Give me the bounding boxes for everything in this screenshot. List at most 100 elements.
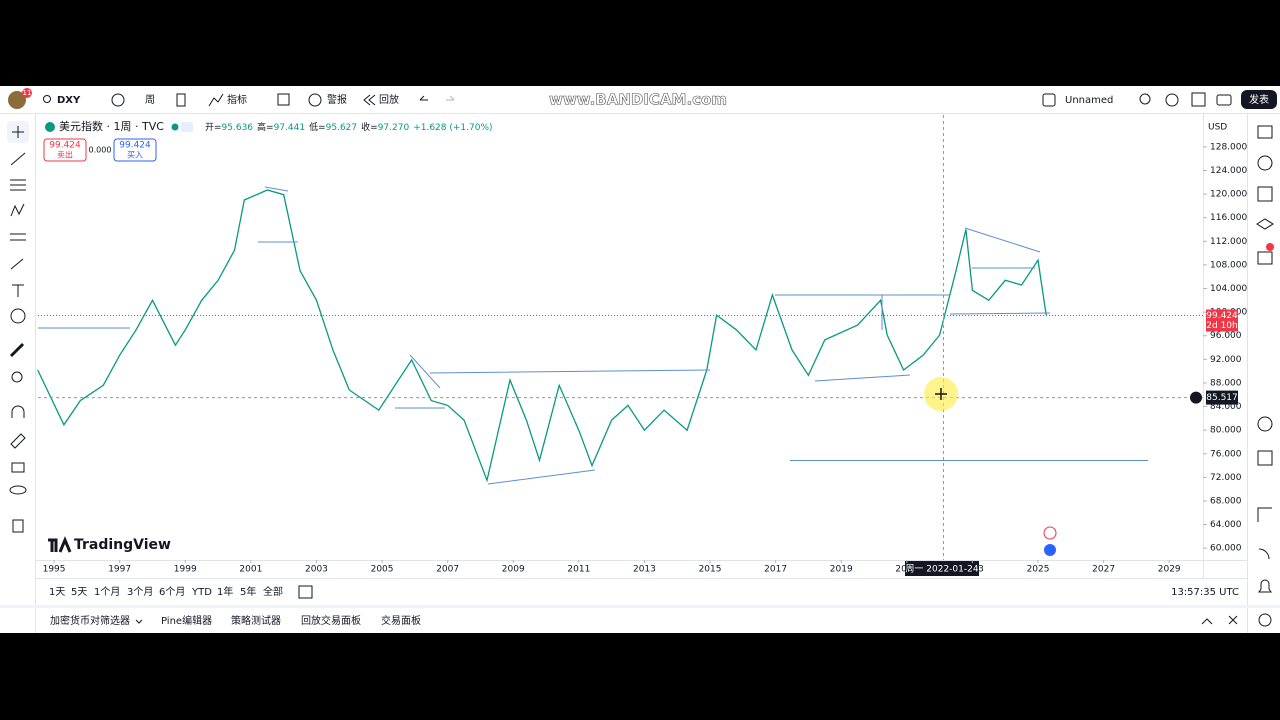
layout-name[interactable]: Unnamed [1065, 95, 1113, 106]
panel-controls[interactable] [1201, 615, 1238, 625]
snapshot-icon[interactable] [1216, 94, 1232, 106]
buy-label[interactable]: 买入 [127, 151, 143, 160]
range-button[interactable]: 5天 [71, 587, 87, 598]
news-badge [1266, 243, 1274, 251]
panel-tabs: 加密货币对筛选器 Pine编辑器 策略测试器 回放交易面板 交易面板 [50, 614, 421, 627]
news[interactable] [1257, 251, 1273, 265]
visibility-tool[interactable] [9, 485, 27, 495]
fib-tool[interactable] [10, 179, 26, 191]
search-icon[interactable] [1139, 93, 1151, 105]
help[interactable] [1258, 613, 1272, 627]
data-window[interactable] [1257, 186, 1273, 202]
panel-tab[interactable]: 加密货币对筛选器 [50, 614, 130, 627]
sell-button[interactable] [43, 138, 87, 162]
range-button[interactable]: 1个月 [94, 586, 120, 598]
redo[interactable] [446, 95, 455, 101]
symbol[interactable]: DXY [57, 95, 81, 106]
drawing-line [395, 354, 445, 409]
range-button[interactable]: 1年 [217, 585, 233, 598]
y-tick-label: 124.000 [1210, 166, 1247, 176]
ohlc-value: 97.441 [274, 123, 306, 133]
fullscreen-icon[interactable] [1191, 92, 1206, 107]
settings-icon[interactable] [1165, 93, 1179, 107]
checkbox[interactable] [1042, 93, 1056, 107]
x-tick-label: 1995 [43, 565, 66, 575]
lock-tool[interactable] [11, 462, 25, 473]
text-tool[interactable] [12, 284, 24, 297]
alert-icon [308, 93, 322, 107]
layers[interactable] [1256, 218, 1274, 230]
right-toolbar [1256, 125, 1274, 627]
crosshair-price: 85.517 [1206, 393, 1238, 403]
delay-badge [181, 122, 193, 132]
watchlist[interactable] [1257, 125, 1273, 139]
event-icon[interactable] [1043, 526, 1057, 540]
range-button[interactable]: 6个月 [159, 586, 185, 598]
badge-count: 11 [23, 89, 32, 97]
last-price-box [1206, 309, 1238, 332]
x-tick-label: 2027 [1092, 565, 1115, 575]
replay[interactable]: 回放 [379, 93, 399, 106]
publish[interactable]: 发表 [1249, 93, 1269, 106]
measure-tool[interactable] [9, 342, 25, 358]
x-tick-label: 2029 [1158, 565, 1181, 575]
calendar[interactable] [1257, 450, 1273, 466]
x-tick-label: 2017 [764, 565, 787, 575]
date-range-icon[interactable] [298, 585, 313, 599]
brush-tool[interactable] [10, 258, 24, 270]
panel-tab[interactable]: 回放交易面板 [301, 614, 361, 627]
clock: 13:57:35 UTC [1171, 587, 1239, 598]
emoji-tool[interactable] [10, 308, 26, 324]
search-icon [43, 95, 51, 103]
crosshair-tool[interactable] [12, 126, 24, 138]
drawing-line [775, 294, 950, 382]
add-icon[interactable] [111, 93, 125, 107]
pattern-tool[interactable] [10, 203, 25, 217]
interval[interactable]: 周 [145, 94, 155, 106]
logo [48, 536, 72, 553]
y-tick-label: 120.000 [1210, 190, 1247, 200]
range-button[interactable]: YTD [191, 587, 212, 598]
range-button[interactable]: 3个月 [127, 586, 153, 598]
chart-type-icon[interactable] [176, 93, 186, 107]
notifications[interactable] [1258, 579, 1272, 593]
lock-draw-tool[interactable] [10, 433, 26, 449]
zoom-tool[interactable] [11, 371, 23, 383]
templates-icon[interactable] [277, 93, 290, 106]
magnet-tool[interactable] [11, 405, 25, 418]
panel-tab[interactable]: 交易面板 [381, 614, 421, 627]
event-icon[interactable] [1044, 544, 1056, 556]
alert[interactable]: 警报 [327, 93, 347, 106]
sell-label[interactable]: 卖出 [57, 150, 73, 160]
buy-price[interactable]: 99.424 [119, 141, 151, 151]
buy-button[interactable] [113, 138, 157, 162]
x-tick-label: 1997 [108, 565, 131, 575]
ohlc-label: 高= [257, 121, 274, 133]
ideas[interactable] [1257, 507, 1272, 522]
panel-tab[interactable]: 策略测试器 [231, 614, 281, 627]
range-button[interactable]: 全部 [263, 585, 283, 598]
range-button[interactable]: 5年 [240, 585, 256, 598]
indicators[interactable]: 指标 [227, 93, 247, 106]
streams[interactable] [1258, 548, 1270, 560]
avatar[interactable] [8, 91, 26, 109]
undo[interactable] [419, 95, 428, 101]
sell-price[interactable]: 99.424 [49, 141, 81, 151]
tech[interactable] [1257, 416, 1273, 432]
range-button[interactable]: 1天 [49, 587, 65, 598]
currency[interactable]: USD [1208, 123, 1227, 133]
delete-tool[interactable] [12, 519, 24, 533]
indicator-icon [208, 93, 224, 107]
ohlc-label: 低= [309, 121, 326, 133]
x-tick-label: 2003 [305, 565, 328, 575]
publish-button[interactable] [1241, 90, 1277, 109]
add-alert[interactable] [1190, 391, 1202, 404]
crosshair-date: 周一 2022-01-24 [905, 564, 978, 575]
replay-icon [363, 94, 376, 106]
trendline-tool[interactable] [10, 152, 26, 166]
alerts[interactable] [1257, 155, 1273, 171]
prediction-tool[interactable] [10, 233, 26, 241]
y-tick-label: 88.000 [1210, 378, 1242, 388]
ohlc-value: 97.270 [378, 123, 410, 133]
panel-tab[interactable]: Pine编辑器 [161, 614, 212, 627]
